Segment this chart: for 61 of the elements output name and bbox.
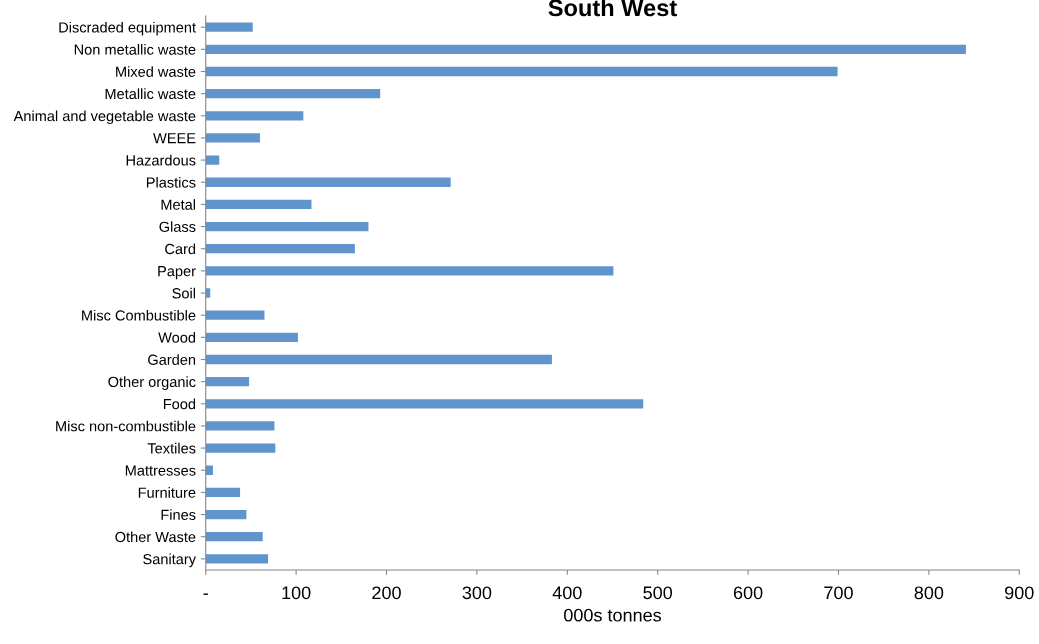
- y-tick-label: Non metallic waste: [74, 44, 196, 55]
- y-tick-label: Other organic: [108, 376, 196, 390]
- bar: [205, 288, 211, 298]
- y-tick-label: Mixed waste: [116, 66, 196, 77]
- bar: [205, 465, 213, 475]
- x-axis-title: 000s tonnes: [564, 608, 662, 622]
- y-tick-label: Misc Combustible: [82, 309, 196, 321]
- y-tick-label: Wood: [158, 332, 196, 343]
- bar: [205, 199, 312, 210]
- bar: [205, 266, 614, 276]
- bar: [205, 221, 369, 232]
- bar: [205, 44, 966, 54]
- bar: [205, 332, 298, 342]
- bar: [205, 66, 838, 77]
- bar: [205, 177, 451, 187]
- y-tick-label: Furniture: [138, 487, 196, 498]
- y-tick-label: Sanitary: [143, 553, 196, 568]
- y-tick-label: Soil: [172, 287, 196, 299]
- bar: [205, 22, 253, 32]
- x-tick-label: 600: [733, 586, 763, 600]
- x-tick-label: 300: [462, 586, 492, 600]
- bar: [205, 509, 247, 520]
- x-tick-label: 500: [643, 586, 673, 600]
- bar: [205, 487, 241, 498]
- y-tick-label: Hazardous: [126, 154, 196, 166]
- bar: [205, 554, 269, 564]
- y-tick-label: Plastics: [146, 176, 196, 188]
- bar: [205, 310, 265, 320]
- x-tick-label: 200: [372, 586, 401, 600]
- y-tick-label: Fines: [161, 509, 196, 520]
- bar: [205, 244, 355, 254]
- y-tick-label: Food: [163, 398, 196, 410]
- bar: [205, 88, 381, 99]
- bar: [205, 421, 275, 431]
- y-tick-label: Card: [165, 243, 196, 255]
- bar: [205, 133, 260, 143]
- x-tick-label: 100: [282, 586, 311, 600]
- y-tick-label: WEEE: [153, 133, 196, 144]
- bar: [205, 354, 552, 365]
- y-tick-label: Glass: [159, 221, 196, 232]
- y-tick-label: Animal and vegetable waste: [13, 110, 196, 125]
- x-tick-label: 900: [1005, 586, 1034, 600]
- bar: [205, 111, 304, 121]
- bar: [205, 376, 250, 387]
- y-tick-label: Metal: [161, 199, 196, 210]
- x-tick-label: 400: [552, 586, 582, 600]
- bar: [205, 443, 276, 453]
- x-tick-label: -: [203, 593, 208, 595]
- x-tick-label: 800: [914, 586, 944, 600]
- y-tick-label: Misc non-combustible: [56, 420, 196, 432]
- bar: [205, 155, 220, 165]
- y-tick-label: Other Waste: [115, 531, 196, 543]
- y-tick-label: Paper: [158, 266, 196, 280]
- x-tick-label: 700: [824, 586, 853, 600]
- y-tick-label: Metallic waste: [105, 88, 196, 100]
- bar: [205, 399, 644, 409]
- y-tick-label: Mattresses: [125, 465, 196, 476]
- y-tick-label: Garden: [148, 354, 196, 365]
- y-tick-label: Discraded equipment: [59, 21, 196, 36]
- y-tick-label: Textiles: [147, 442, 196, 454]
- bar: [205, 532, 263, 542]
